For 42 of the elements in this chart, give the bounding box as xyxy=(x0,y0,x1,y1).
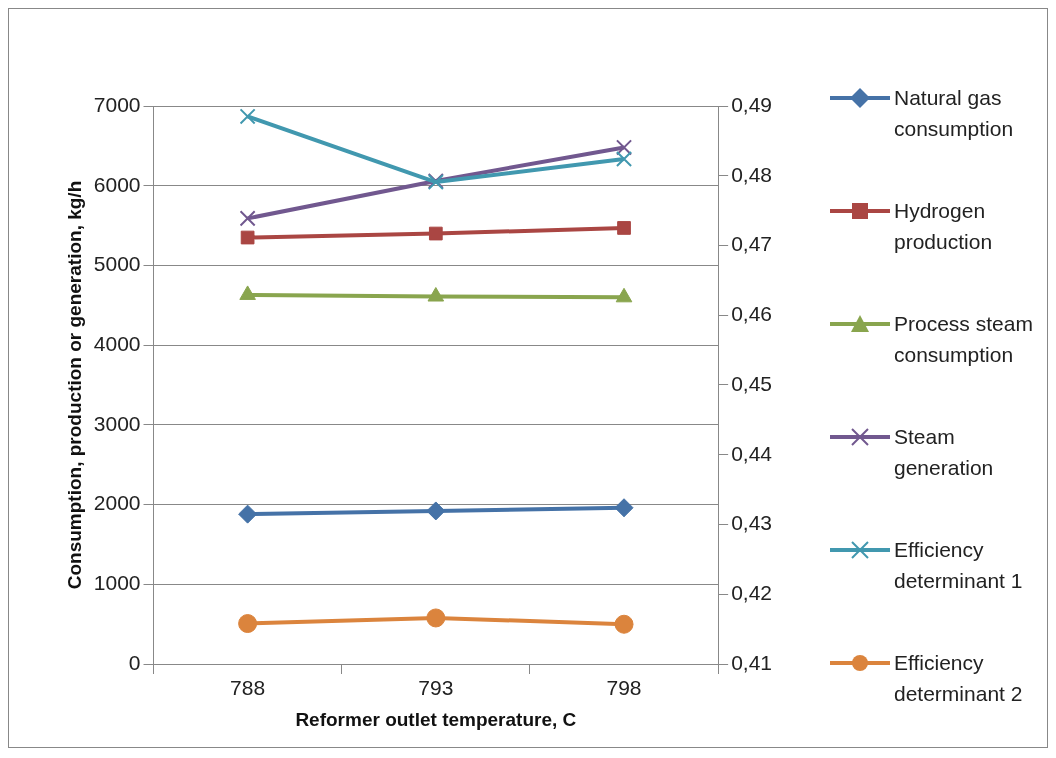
y-tick-label: 5000 xyxy=(93,252,141,276)
x-tick-label: 793 xyxy=(418,676,454,700)
point xyxy=(615,139,633,156)
y-tick-label: 0 xyxy=(128,650,141,674)
point xyxy=(239,108,256,125)
legend-label: Natural gas consumption xyxy=(894,85,1015,142)
y2-tick-label: 0,42 xyxy=(731,581,772,605)
y-tick-label: 2000 xyxy=(93,491,141,515)
point xyxy=(238,504,258,524)
y-tick-label: 6000 xyxy=(93,172,141,196)
point xyxy=(617,221,631,235)
y2-tick-label: 0,48 xyxy=(731,162,772,186)
legend-label: Efficiency determinant 2 xyxy=(894,650,1024,707)
y-axis-title: Consumption, production or generation, kg/h xyxy=(63,180,85,590)
y2-tick-label: 0,49 xyxy=(731,92,772,116)
x-tick-label: 798 xyxy=(606,676,642,700)
y2-tick-label: 0,41 xyxy=(731,650,772,674)
y2-tick-label: 0,47 xyxy=(731,232,772,256)
y-tick-label: 7000 xyxy=(93,92,141,116)
x-axis-title: Reformer outlet temperature, C xyxy=(295,708,577,730)
point xyxy=(614,498,634,518)
y-tick-label: 3000 xyxy=(93,411,141,435)
point xyxy=(428,226,443,241)
x-tick-label: 788 xyxy=(230,676,266,700)
point xyxy=(240,230,255,245)
legend-label: Hydrogen production xyxy=(894,198,994,255)
y2-tick-label: 0,46 xyxy=(731,302,772,326)
point xyxy=(426,501,446,521)
y2-tick-label: 0,45 xyxy=(731,371,772,395)
point xyxy=(238,614,258,634)
y-tick-label: 1000 xyxy=(93,571,141,595)
y2-tick-label: 0,43 xyxy=(731,511,772,535)
point xyxy=(427,287,445,302)
y-tick-label: 4000 xyxy=(93,331,141,355)
point xyxy=(614,614,634,634)
y2-tick-label: 0,44 xyxy=(731,441,773,465)
legend-label: Process steam consumption xyxy=(894,311,1034,368)
legend-label: Efficiency determinant 1 xyxy=(894,537,1024,594)
legend-label: Steam generation xyxy=(894,424,995,481)
point xyxy=(426,608,446,628)
point xyxy=(615,150,633,168)
point xyxy=(239,210,256,227)
